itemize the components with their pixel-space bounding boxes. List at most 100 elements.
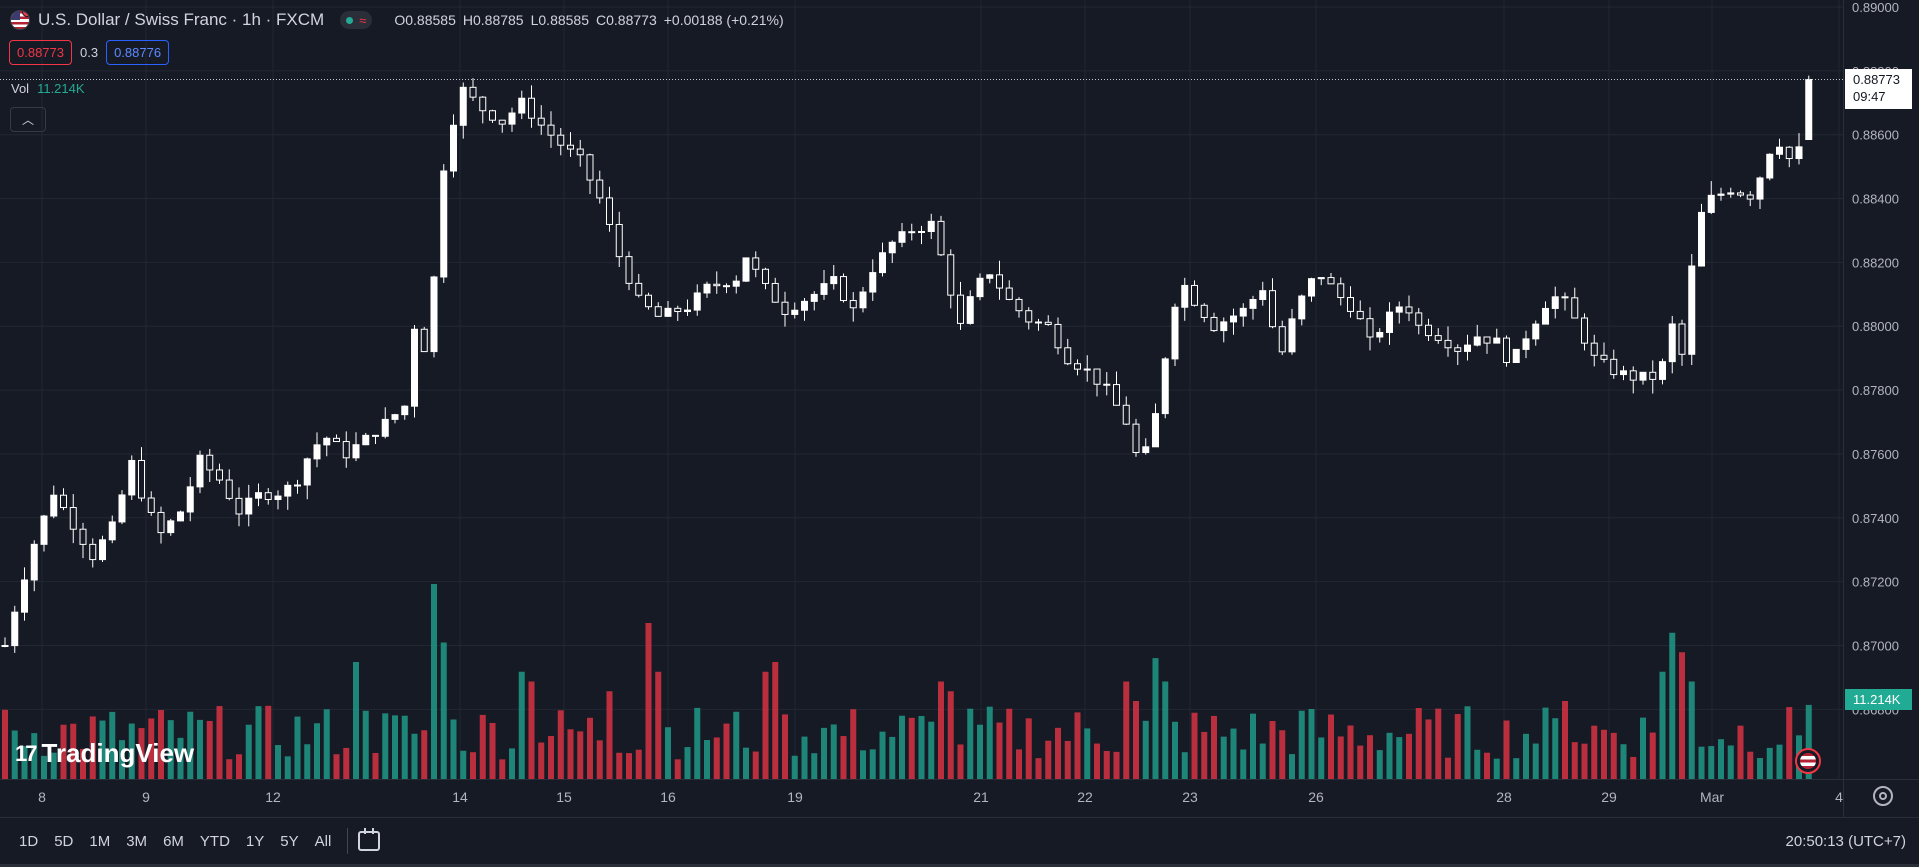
candle-body xyxy=(401,405,409,416)
time-tick-label: 14 xyxy=(452,789,468,805)
candle-body xyxy=(1278,326,1286,353)
volume-bar xyxy=(1055,727,1061,779)
volume-bar xyxy=(1581,743,1588,779)
logo-text: TradingView xyxy=(41,738,195,768)
range-1m-button[interactable]: 1M xyxy=(89,832,111,850)
session-clock[interactable]: 20:50:13 (UTC+7) xyxy=(1785,832,1906,850)
symbol-legend[interactable]: U.S. Dollar / Swiss Franc · 1h · FXCM ≈ … xyxy=(10,8,784,32)
candle-body xyxy=(1649,371,1657,380)
range-5y-button[interactable]: 5Y xyxy=(280,832,299,850)
change-value: +0.00188 (+0.21%) xyxy=(663,12,784,28)
volume-bar xyxy=(1181,752,1188,779)
range-1y-button[interactable]: 1Y xyxy=(245,832,265,850)
volume-bar xyxy=(1688,681,1695,779)
volume-bar xyxy=(1045,740,1052,779)
volume-bar xyxy=(1133,701,1139,779)
volume-bar xyxy=(1016,749,1022,779)
candle-body xyxy=(557,134,565,146)
volume-bar xyxy=(314,723,320,779)
candle-body xyxy=(255,492,262,499)
price-tick-label: 0.87800 xyxy=(1852,383,1899,398)
candle-body xyxy=(1415,312,1423,326)
candle-body xyxy=(1551,296,1559,309)
bottom-toolbar: 1D 5D 1M 3M 6M YTD 1Y 5Y All 20:50:13 (U… xyxy=(0,817,1919,864)
time-tick-label: 4 xyxy=(1835,789,1843,805)
range-1d-button[interactable]: 1D xyxy=(19,832,39,850)
volume-price-label: 11.214K xyxy=(1845,689,1912,710)
price-tick-label: 0.88200 xyxy=(1852,255,1899,270)
volume-bar xyxy=(694,707,701,779)
volume-bar xyxy=(587,717,593,779)
candle-body xyxy=(1707,194,1715,213)
candle-body xyxy=(1571,297,1579,319)
range-3m-button[interactable]: 3M xyxy=(126,832,148,850)
volume-bar xyxy=(1698,746,1705,779)
price-tick-label: 0.88000 xyxy=(1852,319,1899,334)
time-tick-label: 26 xyxy=(1308,789,1324,805)
sell-button[interactable]: 0.88773 xyxy=(9,40,72,65)
volume-bar xyxy=(704,740,710,779)
spread-value: 0.3 xyxy=(80,45,99,60)
volume-bar xyxy=(577,731,584,779)
range-6m-button[interactable]: 6M xyxy=(163,832,184,850)
candle-body xyxy=(1161,358,1169,415)
market-status-pill[interactable]: ≈ xyxy=(340,11,373,29)
candle-body xyxy=(440,170,448,278)
date-range-buttons: 1D 5D 1M 3M 6M YTD 1Y 5Y All xyxy=(11,833,339,850)
axis-settings-gear-icon[interactable] xyxy=(1873,786,1893,806)
last-price-label: 0.88773 09:47 xyxy=(1845,69,1912,109)
candle-body xyxy=(723,285,730,288)
volume-bar xyxy=(411,733,418,779)
candle-body xyxy=(245,497,253,515)
candle-body xyxy=(294,484,301,487)
volume-bar xyxy=(206,720,213,779)
bottom-edge xyxy=(0,864,1919,867)
volume-bar xyxy=(362,710,369,779)
go-to-date-calendar-icon[interactable] xyxy=(358,828,381,851)
candle-body xyxy=(1629,370,1637,381)
volume-bar xyxy=(1084,728,1091,779)
time-axis[interactable]: 8 9 12 14 15 16 19 21 22 23 26 28 29 Mar 4 xyxy=(38,789,1843,805)
volume-bar xyxy=(713,737,720,779)
volume-bar xyxy=(1142,720,1149,779)
symbol-title[interactable]: U.S. Dollar / Swiss Franc · 1h · FXCM xyxy=(38,10,325,29)
candle-body xyxy=(1366,318,1374,338)
candle-body xyxy=(1756,177,1764,200)
candle-body xyxy=(1064,347,1072,365)
range-5d-button[interactable]: 5D xyxy=(54,832,74,850)
market-open-dot-icon xyxy=(346,16,354,24)
volume-bar xyxy=(333,754,340,779)
price-chart[interactable]: 0.890000.888000.886000.884000.882000.880… xyxy=(0,0,1919,817)
range-all-button[interactable]: All xyxy=(314,832,332,850)
tradingview-logo[interactable]: 17 TradingView xyxy=(15,738,194,769)
candle-body xyxy=(1737,192,1744,196)
candle-body xyxy=(1561,296,1569,299)
volume-label: Vol xyxy=(11,81,30,96)
candle-body xyxy=(1717,193,1725,196)
time-tick-label: 22 xyxy=(1077,789,1093,805)
candle-body xyxy=(1025,310,1033,323)
open-value: 0.88585 xyxy=(405,12,456,28)
volume-bar xyxy=(60,724,67,779)
time-tick-label: 15 xyxy=(556,789,572,805)
volume-bar xyxy=(1396,737,1403,779)
volume-bar xyxy=(1230,728,1237,779)
candle-body xyxy=(996,274,1003,289)
candle-body xyxy=(1620,370,1627,376)
volume-bar xyxy=(772,662,779,779)
candle-body xyxy=(888,241,896,254)
volume-bar xyxy=(509,748,515,779)
economic-event-flag-icon[interactable] xyxy=(1795,748,1821,774)
volume-bar xyxy=(1425,719,1432,779)
volume-bar xyxy=(947,691,954,779)
range-ytd-button[interactable]: YTD xyxy=(199,832,230,850)
toolbar-divider xyxy=(347,828,349,854)
volume-bar xyxy=(1601,729,1607,779)
candle-body xyxy=(625,256,633,284)
volume-bar xyxy=(499,759,506,779)
volume-legend[interactable]: Vol 11.214K xyxy=(11,81,85,96)
volume-bar xyxy=(1669,632,1676,779)
volume-bar xyxy=(167,720,174,779)
buy-button[interactable]: 0.88776 xyxy=(106,40,170,65)
collapse-legend-button[interactable]: ︿ xyxy=(10,107,46,132)
